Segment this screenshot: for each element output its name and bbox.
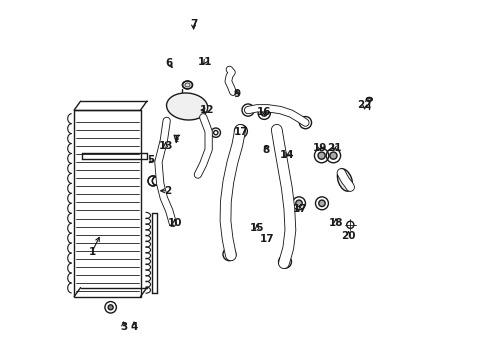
Text: 11: 11 xyxy=(198,57,212,67)
Text: 9: 9 xyxy=(233,89,240,99)
Text: 1: 1 xyxy=(88,247,96,257)
Circle shape xyxy=(237,128,244,134)
Text: 15: 15 xyxy=(249,224,264,233)
Circle shape xyxy=(152,177,161,185)
Text: 7: 7 xyxy=(189,19,197,29)
Circle shape xyxy=(148,176,158,186)
Text: 14: 14 xyxy=(279,150,293,160)
Text: 13: 13 xyxy=(158,141,172,151)
Text: 16: 16 xyxy=(257,107,271,117)
Circle shape xyxy=(329,152,336,159)
Text: 22: 22 xyxy=(357,100,371,110)
Text: 21: 21 xyxy=(326,143,341,153)
Circle shape xyxy=(318,200,325,207)
Text: 6: 6 xyxy=(165,58,172,68)
Text: 20: 20 xyxy=(341,231,355,240)
Text: 4: 4 xyxy=(130,322,138,332)
Circle shape xyxy=(317,152,325,159)
Circle shape xyxy=(302,120,308,126)
Bar xyxy=(74,110,140,297)
Text: 19: 19 xyxy=(312,143,326,153)
Text: 2: 2 xyxy=(163,186,171,196)
Ellipse shape xyxy=(182,81,192,89)
Circle shape xyxy=(226,251,232,257)
Ellipse shape xyxy=(166,93,207,120)
Text: 3: 3 xyxy=(120,322,127,332)
Text: 12: 12 xyxy=(199,105,214,115)
Text: 8: 8 xyxy=(262,144,269,154)
Text: 17: 17 xyxy=(292,204,307,214)
Ellipse shape xyxy=(366,98,371,101)
Circle shape xyxy=(281,258,287,265)
Circle shape xyxy=(295,200,302,207)
Ellipse shape xyxy=(337,169,352,191)
Circle shape xyxy=(244,107,250,113)
Text: 5: 5 xyxy=(147,155,155,165)
Text: 10: 10 xyxy=(167,218,182,228)
Circle shape xyxy=(261,111,266,116)
Text: 17: 17 xyxy=(259,234,274,244)
Circle shape xyxy=(108,305,113,310)
Circle shape xyxy=(213,131,218,135)
Text: 18: 18 xyxy=(328,218,343,228)
Text: 17: 17 xyxy=(233,127,248,136)
